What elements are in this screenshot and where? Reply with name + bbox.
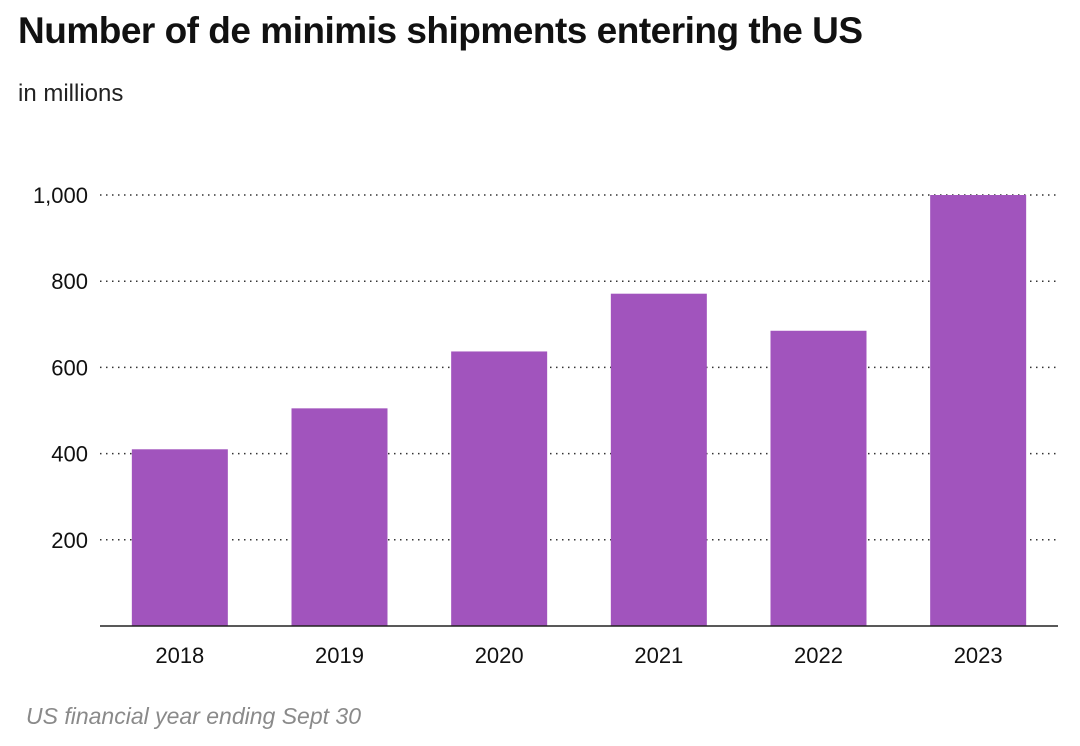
gridlines: [100, 194, 1058, 541]
bars: [131, 195, 1027, 626]
x-tick-label: 2021: [634, 643, 683, 668]
bar-2019: [291, 408, 388, 626]
y-tick-label: 600: [51, 355, 88, 380]
bar-2022: [770, 330, 867, 626]
x-tick-label: 2023: [954, 643, 1003, 668]
y-axis-labels: 200 400 600 800 1,000: [33, 183, 88, 553]
y-tick-label: 800: [51, 269, 88, 294]
x-tick-label: 2018: [155, 643, 204, 668]
bar-2020: [451, 351, 548, 626]
chart-subtitle: in millions: [18, 80, 124, 107]
y-tick-label: 1,000: [33, 183, 88, 208]
chart-title: Number of de minimis shipments entering …: [18, 10, 863, 51]
footnote: US financial year ending Sept 30: [26, 703, 361, 729]
y-tick-label: 400: [51, 442, 88, 467]
x-tick-label: 2020: [475, 643, 524, 668]
bar-2021: [610, 293, 707, 626]
x-tick-label: 2019: [315, 643, 364, 668]
bar-2018: [131, 449, 228, 626]
bar-2023: [930, 195, 1027, 626]
y-tick-label: 200: [51, 528, 88, 553]
x-axis-labels: 2018 2019 2020 2021 2022 2023: [155, 643, 1002, 668]
x-tick-label: 2022: [794, 643, 843, 668]
